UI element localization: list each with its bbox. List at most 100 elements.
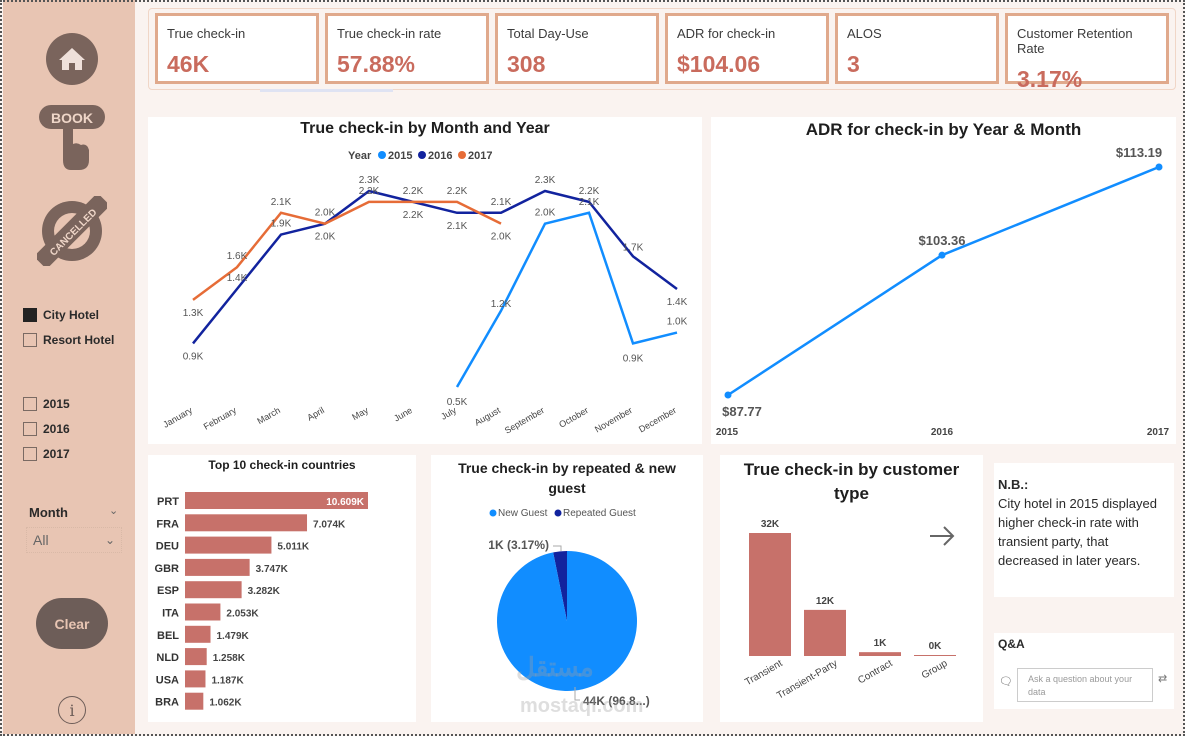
hotel-filter-label: Resort Hotel xyxy=(43,333,115,347)
data-label: 2.3K xyxy=(359,175,380,186)
y-tick-label: FRA xyxy=(156,518,179,530)
qa-options-icon[interactable]: ⇄ xyxy=(1158,673,1168,685)
bar xyxy=(185,603,221,621)
x-tick-label: September xyxy=(503,405,546,436)
bar xyxy=(749,533,791,656)
data-label: 1.479K xyxy=(217,631,250,642)
adr-line-chart: $87.77 2015 $103.36 2016 $113.19 2017 xyxy=(716,145,1170,438)
checkbox[interactable] xyxy=(23,447,37,461)
data-label: 2.2K xyxy=(579,186,600,197)
y-tick-label: BEL xyxy=(157,630,179,642)
data-label: 1.2K xyxy=(491,299,512,310)
data-label: 1.6K xyxy=(227,251,248,262)
x-tick-label: 2015 xyxy=(716,427,739,438)
hotel-filter-resort[interactable]: Resort Hotel xyxy=(23,333,114,347)
data-label: 1.9K xyxy=(271,219,292,230)
month-dropdown-value: All xyxy=(33,532,49,548)
arrow-right-icon[interactable] xyxy=(930,526,955,546)
kpi-card-true-checkin: True check-in 46K xyxy=(155,13,319,84)
year-filter-label: 2017 xyxy=(43,447,70,461)
bar xyxy=(859,652,901,656)
data-label: 2.0K xyxy=(535,208,556,219)
data-label: 2.053K xyxy=(226,609,259,620)
data-label: 2.2K xyxy=(359,186,380,197)
year-filter-2016[interactable]: 2016 xyxy=(23,422,70,436)
adr-point xyxy=(724,391,732,399)
legend-marker xyxy=(458,151,466,159)
data-label: 1.062K xyxy=(209,698,242,709)
kpi-value: 3 xyxy=(847,51,860,77)
data-label: 1K (3.17%) xyxy=(488,538,549,552)
x-tick-label: Transient-Party xyxy=(775,658,839,702)
chart-title: True check-in by Month and Year xyxy=(300,120,550,137)
qa-input[interactable]: Ask a question about your data xyxy=(1017,668,1153,702)
kpi-label: True check-in rate xyxy=(337,26,442,41)
bar xyxy=(185,625,211,643)
month-dropdown[interactable]: All ⌄ xyxy=(26,527,122,553)
data-label: 32K xyxy=(761,519,780,530)
bar xyxy=(185,648,207,666)
checkbox[interactable] xyxy=(23,333,37,347)
checkbox[interactable] xyxy=(23,397,37,411)
cancelled-icon[interactable]: CANCELLED xyxy=(37,196,107,266)
data-label: 10.609K xyxy=(326,497,365,508)
data-label: 1.258K xyxy=(213,653,246,664)
y-tick-label: GBR xyxy=(155,563,180,575)
checkbox[interactable] xyxy=(23,422,37,436)
x-tick-label: February xyxy=(202,405,239,432)
x-tick-label: December xyxy=(637,405,678,434)
guest-pie-chart: New Guest Repeated Guest 1K (3.17%) 44K (96… xyxy=(488,508,650,708)
chart-title: True check-in by customer type xyxy=(743,460,960,503)
data-label: 1.0K xyxy=(667,317,688,328)
year-filter-label: 2015 xyxy=(43,397,70,411)
x-tick-label: Contract xyxy=(856,658,894,687)
data-label: 2.1K xyxy=(271,197,292,208)
bar xyxy=(185,558,250,576)
data-label: 0.5K xyxy=(447,397,468,408)
legend-label: Repeated Guest xyxy=(563,508,636,519)
x-tick-label: Transient xyxy=(743,658,784,688)
x-tick-label: April xyxy=(305,405,326,423)
data-label: 2.2K xyxy=(447,186,468,197)
year-filter-2015[interactable]: 2015 xyxy=(23,397,70,411)
month-filter-label: Month xyxy=(29,505,68,520)
qa-card: Q&A 🗨 Ask a question about your data ⇄ xyxy=(994,633,1174,709)
y-tick-label: PRT xyxy=(157,496,179,508)
leader-line xyxy=(574,687,580,701)
chart-title: Top 10 check-in countries xyxy=(208,458,356,472)
clear-button[interactable]: Clear xyxy=(36,598,108,649)
hotel-filter-city[interactable]: City Hotel xyxy=(23,308,99,322)
checkbox-checked[interactable] xyxy=(23,308,37,322)
kpi-label: ADR for check-in xyxy=(677,26,776,41)
x-tick-label: Group xyxy=(920,658,950,682)
guest-type-card: True check-in by repeated & new guest Ne… xyxy=(431,455,703,722)
year-filter-2017[interactable]: 2017 xyxy=(23,447,70,461)
customer-type-card: True check-in by customer type 32K Transi… xyxy=(720,455,983,722)
data-label: $113.19 xyxy=(1116,145,1162,160)
data-label: $87.77 xyxy=(722,404,762,419)
data-label: 5.011K xyxy=(277,542,309,553)
pie-slice-repeated xyxy=(553,551,567,621)
adr-line xyxy=(727,165,1160,397)
data-label: 2.2K xyxy=(403,186,424,197)
data-label: 1K xyxy=(874,638,888,649)
chevron-down-icon[interactable]: ⌄ xyxy=(109,504,119,517)
chart-title: ADR for check-in by Year & Month xyxy=(805,120,1082,139)
home-icon[interactable] xyxy=(37,30,107,94)
data-label: 44K (96.8...) xyxy=(583,694,650,708)
book-icon[interactable]: BOOK xyxy=(37,100,107,172)
kpi-card-adr: ADR for check-in $104.06 xyxy=(665,13,829,84)
kpi-card-checkin-rate: True check-in rate 57.88% xyxy=(325,13,489,84)
bar xyxy=(185,581,242,599)
data-label: 3.747K xyxy=(256,564,289,575)
info-icon[interactable]: i xyxy=(58,696,86,724)
kpi-label: Customer Retention Rate xyxy=(1017,26,1133,56)
x-tick-label: January xyxy=(161,405,194,430)
data-label: 0.9K xyxy=(183,351,204,362)
chart-title: True check-in by repeated & new guest xyxy=(458,460,676,496)
data-label: 2.1K xyxy=(491,197,512,208)
y-tick-label: ESP xyxy=(157,585,179,597)
bar xyxy=(185,536,272,554)
y-tick-label: NLD xyxy=(156,652,179,664)
legend-title: Year xyxy=(348,150,372,162)
